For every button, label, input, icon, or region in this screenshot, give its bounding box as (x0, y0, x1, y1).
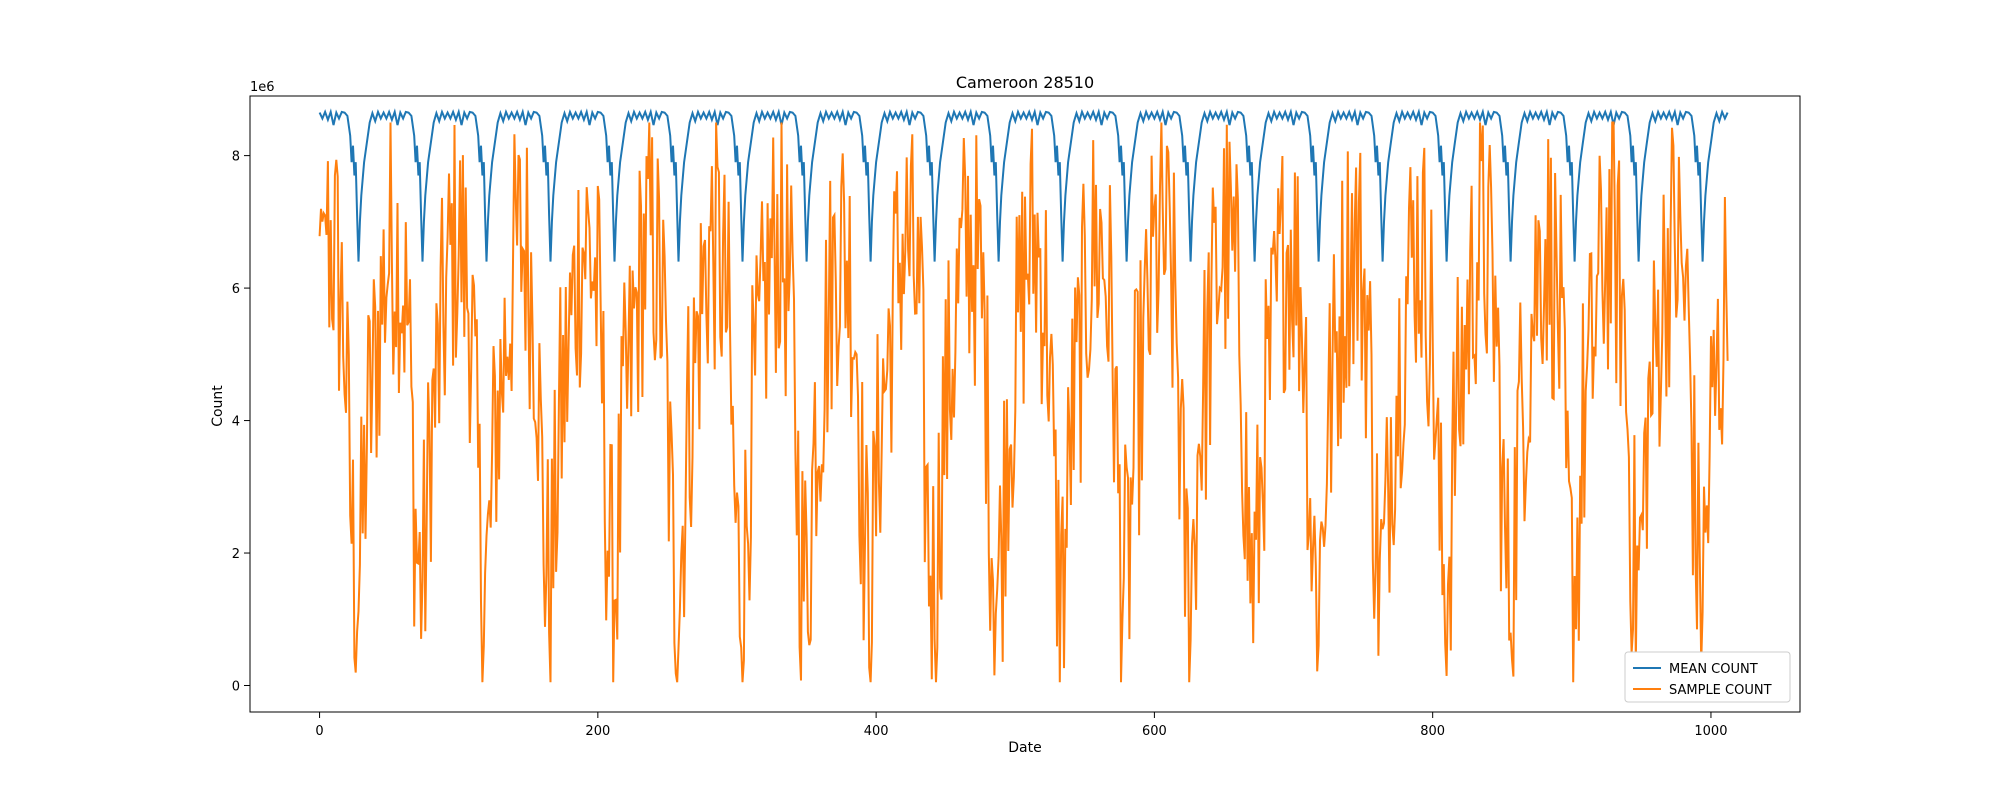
y-tick-label: 4 (232, 415, 240, 430)
y-tick-label: 2 (232, 547, 240, 562)
x-tick-label: 1000 (1694, 724, 1727, 739)
y-tick-label: 8 (232, 150, 240, 165)
x-tick-label: 400 (864, 724, 889, 739)
plot-area (249, 95, 1801, 713)
x-axis: 0 200 400 600 800 1000 (315, 712, 1727, 739)
y-tick-label: 0 (232, 680, 240, 695)
chart-title: Cameroon 28510 (956, 73, 1094, 92)
series-line-mean-count (318, 108, 1729, 262)
legend-box (1624, 651, 1791, 703)
y-axis-offset-text: 1e6 (250, 80, 275, 95)
series-line-sample-count (318, 121, 1729, 683)
x-axis-label: Date (1008, 740, 1041, 756)
y-axis-label: Count (210, 385, 226, 427)
x-tick-label: 200 (585, 724, 610, 739)
plot-frame (249, 95, 1801, 713)
x-tick-label: 800 (1420, 724, 1445, 739)
legend-label: MEAN COUNT (1669, 662, 1758, 677)
y-tick-label: 6 (232, 282, 240, 297)
y-axis: 0 2 4 6 8 (232, 150, 250, 695)
x-tick-label: 0 (315, 724, 323, 739)
legend-label: SAMPLE COUNT (1669, 683, 1772, 698)
legend: MEAN COUNT SAMPLE COUNT (1624, 651, 1791, 703)
x-tick-label: 600 (1142, 724, 1167, 739)
